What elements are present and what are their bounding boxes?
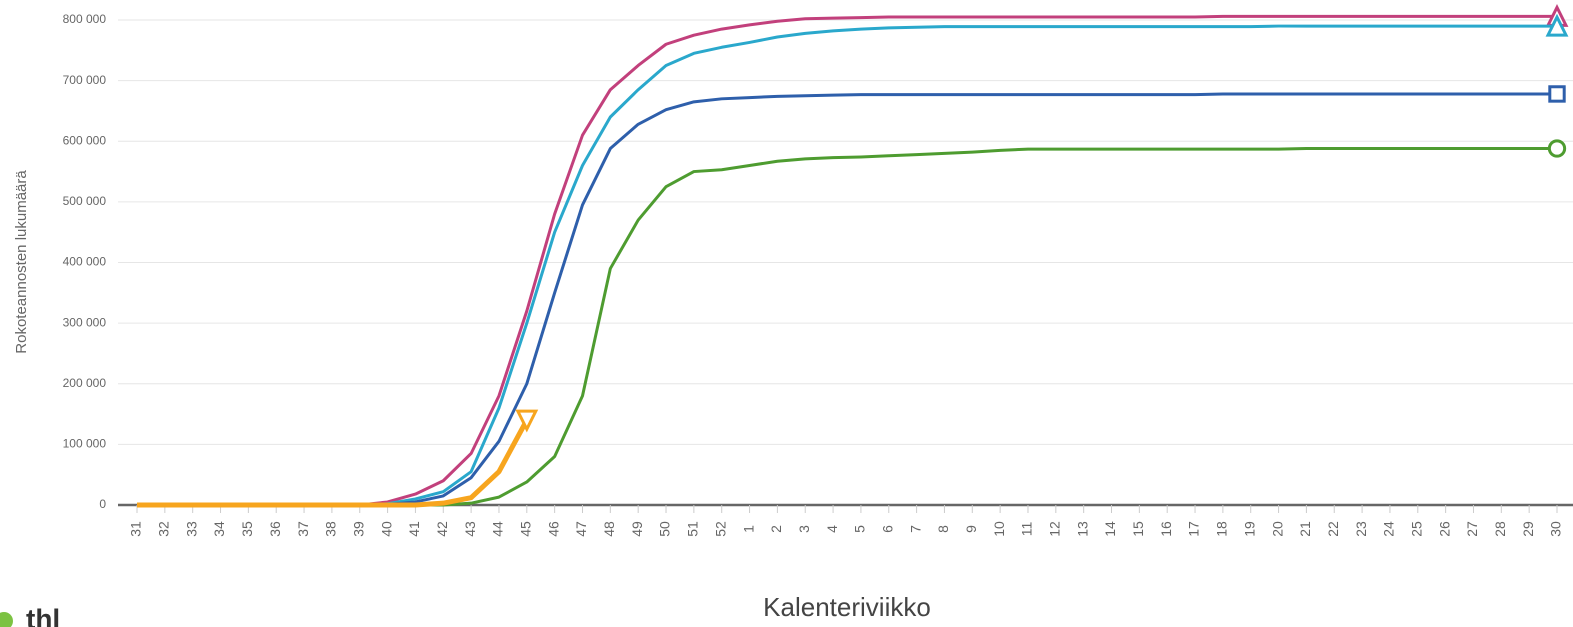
x-tick-label: 38 — [323, 521, 339, 537]
x-tick-label: 2 — [768, 525, 784, 533]
x-tick-label: 13 — [1074, 521, 1090, 537]
x-tick-label: 5 — [852, 525, 868, 533]
x-tick-label: 28 — [1492, 521, 1508, 537]
x-tick-label: 35 — [239, 521, 255, 537]
y-tick-label: 300 000 — [63, 315, 107, 329]
x-tick-label: 29 — [1520, 521, 1536, 537]
x-tick-label: 49 — [629, 521, 645, 537]
x-tick-label: 16 — [1158, 521, 1174, 537]
x-tick-label: 12 — [1047, 521, 1063, 537]
logo: thl — [26, 603, 60, 627]
y-tick-label: 500 000 — [63, 194, 107, 208]
x-tick-label: 41 — [406, 521, 422, 537]
x-tick-label: 21 — [1297, 521, 1313, 537]
x-tick-label: 32 — [156, 521, 172, 537]
x-tick-label: 42 — [434, 521, 450, 537]
x-tick-label: 10 — [991, 521, 1007, 537]
x-tick-label: 52 — [712, 521, 728, 537]
x-tick-label: 8 — [935, 525, 951, 533]
series-line — [137, 418, 530, 508]
series-line — [137, 14, 1557, 507]
line-marker — [1548, 85, 1566, 103]
x-tick-label: 15 — [1130, 521, 1146, 537]
x-tick-label: 45 — [518, 521, 534, 537]
x-tick-label: 33 — [183, 521, 199, 537]
x-tick-label: 39 — [350, 521, 366, 537]
x-tick-label: 37 — [295, 521, 311, 537]
x-tick-label: 43 — [462, 521, 478, 537]
x-axis-title: Kalenteriviikko — [763, 592, 931, 622]
x-tick-label: 27 — [1464, 521, 1480, 537]
x-tick-label: 44 — [490, 521, 506, 537]
y-tick-label: 400 000 — [63, 255, 107, 269]
x-tick-label: 19 — [1241, 521, 1257, 537]
x-tick-label: 1 — [740, 525, 756, 533]
x-tick-label: 25 — [1408, 521, 1424, 537]
x-tick-label: 34 — [211, 521, 227, 537]
y-tick-label: 200 000 — [63, 376, 107, 390]
x-tick-label: 3 — [796, 525, 812, 533]
line-marker — [1545, 13, 1569, 37]
y-axis-title: Rokoteannosten lukumäärä — [13, 170, 30, 354]
y-tick-label: 100 000 — [63, 437, 107, 451]
x-tick-label: 11 — [1019, 522, 1035, 537]
x-tick-label: 7 — [907, 525, 923, 533]
y-tick-label: 800 000 — [63, 12, 107, 26]
line-marker — [515, 409, 539, 433]
series-line — [137, 24, 1557, 507]
x-tick-label: 4 — [824, 525, 840, 533]
x-tick-label: 46 — [545, 521, 561, 537]
x-tick-label: 9 — [963, 525, 979, 533]
x-tick-label: 18 — [1214, 521, 1230, 537]
logo-icon — [0, 612, 13, 627]
x-tick-label: 47 — [573, 521, 589, 537]
x-tick-label: 22 — [1325, 521, 1341, 537]
series-line — [137, 92, 1557, 507]
x-tick-label: 31 — [128, 521, 144, 537]
x-tick-label: 6 — [879, 525, 895, 533]
x-tick-label: 23 — [1353, 521, 1369, 537]
x-tick-label: 50 — [657, 521, 673, 537]
line-marker — [1547, 139, 1567, 158]
x-tick-label: 17 — [1186, 521, 1202, 537]
x-tick-label: 36 — [267, 521, 283, 537]
y-tick-label: 700 000 — [63, 73, 107, 87]
x-tick-label: 24 — [1381, 521, 1397, 537]
x-tick-label: 51 — [685, 521, 701, 537]
y-tick-label: 0 — [99, 497, 106, 511]
x-tick-label: 14 — [1102, 521, 1118, 537]
x-tick-label: 30 — [1548, 521, 1564, 537]
x-tick-label: 20 — [1269, 521, 1285, 537]
x-tick-label: 26 — [1436, 521, 1452, 537]
y-tick-label: 600 000 — [63, 133, 107, 147]
x-tick-label: 40 — [378, 521, 394, 537]
x-tick-label: 48 — [601, 521, 617, 537]
